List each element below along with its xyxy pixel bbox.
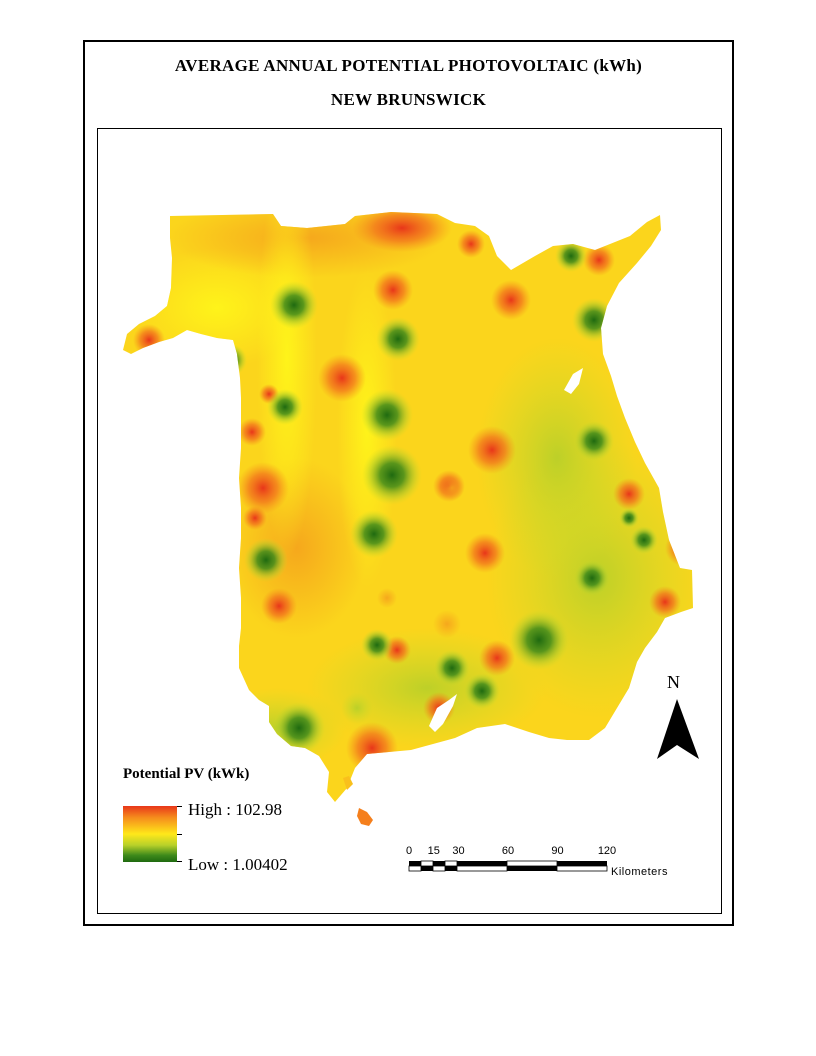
bay-inlet xyxy=(429,694,457,732)
deer-island xyxy=(343,776,353,790)
legend-color-ramp xyxy=(123,806,177,862)
map-inner-frame xyxy=(97,128,722,914)
north-arrow-icon xyxy=(657,699,699,759)
scale-unit-label: Kilometers xyxy=(611,866,668,878)
scale-tick-label: 90 xyxy=(551,845,563,857)
bay-inlet xyxy=(564,368,583,394)
grand-manan-island xyxy=(357,808,373,826)
scale-tick-label: 120 xyxy=(598,845,616,857)
scale-tick-label: 60 xyxy=(502,845,514,857)
legend-tick-mid xyxy=(177,834,182,835)
north-arrow-label: N xyxy=(667,672,680,692)
scale-bar: 0 15 30 60 90 120 Kilometers xyxy=(406,845,668,878)
scale-bar-ticks: 0 15 30 60 90 120 xyxy=(406,845,616,857)
scale-tick-label: 0 xyxy=(406,845,412,857)
scale-bar-segments xyxy=(408,860,608,872)
legend-title: Potential PV (kWk) xyxy=(123,766,250,782)
scale-tick-label: 15 xyxy=(428,845,440,857)
legend-tick-high xyxy=(177,806,182,807)
map-subtitle: NEW BRUNSWICK xyxy=(330,90,487,109)
legend-low-label: Low : 1.00402 xyxy=(188,855,288,874)
scale-tick-label: 30 xyxy=(452,845,464,857)
legend-high-label: High : 102.98 xyxy=(188,800,282,819)
pv-heatmap xyxy=(123,212,693,826)
map-title: AVERAGE ANNUAL POTENTIAL PHOTOVOLTAIC (k… xyxy=(174,56,643,75)
legend-tick-low xyxy=(177,861,182,862)
map-outer-frame xyxy=(83,40,734,926)
pv-surface xyxy=(123,212,693,802)
